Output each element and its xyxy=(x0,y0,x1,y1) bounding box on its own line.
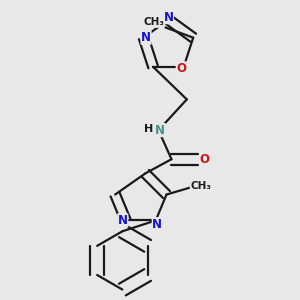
Text: CH₃: CH₃ xyxy=(190,181,211,191)
Text: N: N xyxy=(118,214,128,227)
Text: N: N xyxy=(152,218,162,231)
Text: N: N xyxy=(141,31,151,44)
Text: O: O xyxy=(176,62,186,75)
Text: O: O xyxy=(200,153,210,166)
Text: N: N xyxy=(164,11,173,24)
Text: H: H xyxy=(144,124,153,134)
Text: N: N xyxy=(155,124,165,136)
Text: CH₃: CH₃ xyxy=(143,17,164,27)
